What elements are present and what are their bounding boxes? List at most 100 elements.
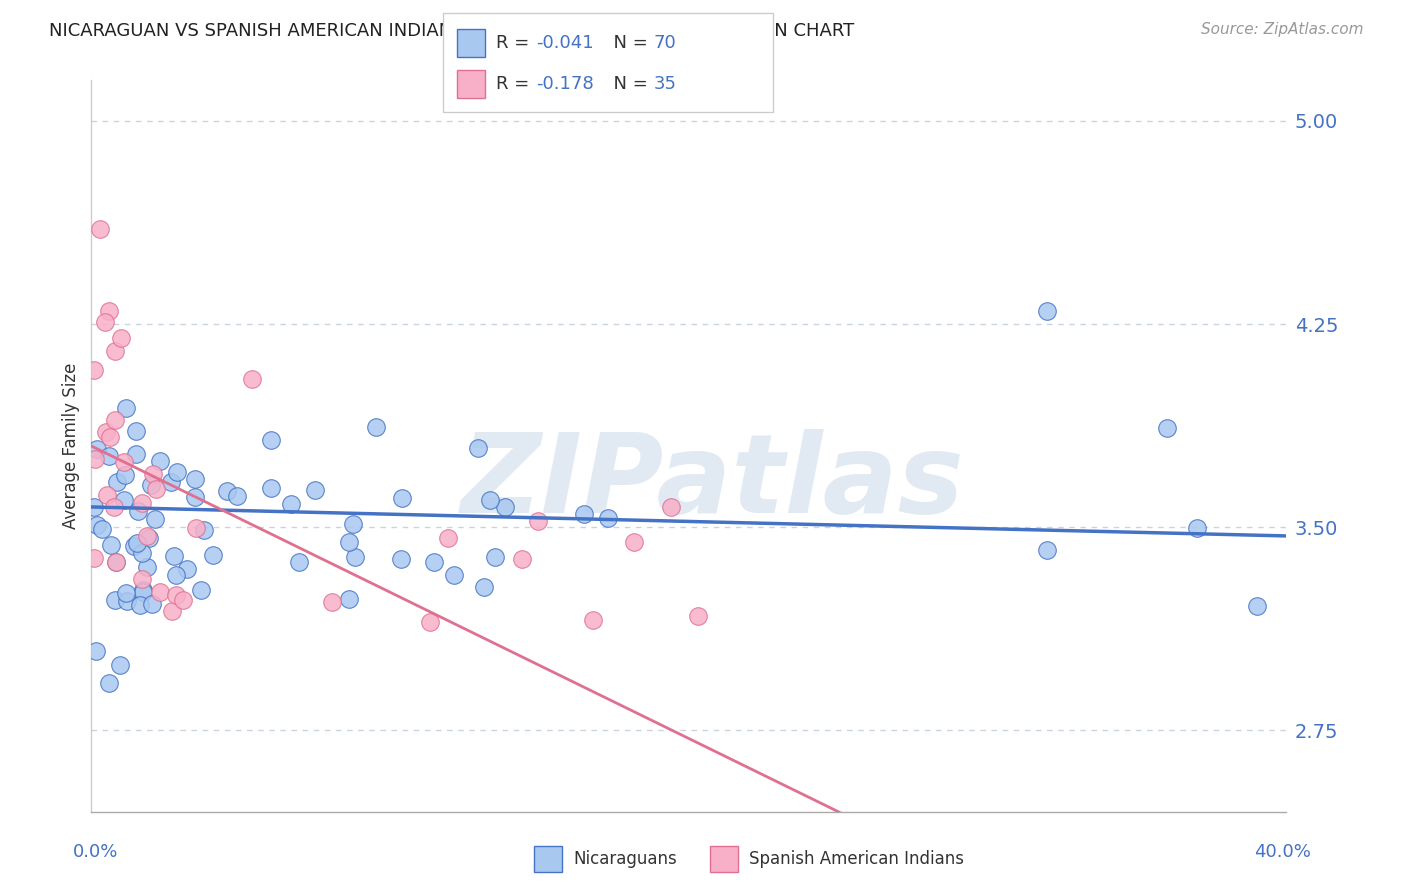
Point xyxy=(115,594,138,608)
Point xyxy=(127,536,149,550)
Point xyxy=(437,532,460,546)
Point xyxy=(83,500,105,514)
Text: R =: R = xyxy=(496,75,536,93)
Text: -0.041: -0.041 xyxy=(536,34,593,52)
Point xyxy=(138,531,160,545)
Point xyxy=(125,447,148,461)
Point xyxy=(135,559,157,574)
Text: N =: N = xyxy=(602,75,654,93)
Point xyxy=(582,614,605,628)
Point xyxy=(574,508,596,522)
Point xyxy=(132,584,155,599)
Text: 0.0%: 0.0% xyxy=(73,843,118,861)
Point xyxy=(96,425,118,440)
Point xyxy=(98,303,121,318)
Text: -0.178: -0.178 xyxy=(536,75,593,93)
Point xyxy=(190,582,212,597)
Point xyxy=(103,500,125,514)
Point xyxy=(142,467,165,481)
Text: ZIPatlas: ZIPatlas xyxy=(461,429,965,536)
Point xyxy=(97,449,120,463)
Point xyxy=(259,433,281,447)
Point xyxy=(165,588,187,602)
Point xyxy=(423,555,446,569)
Point xyxy=(288,555,311,569)
Text: 70: 70 xyxy=(654,34,676,52)
Point xyxy=(339,535,361,549)
Point xyxy=(149,454,172,468)
Point xyxy=(131,572,153,586)
Y-axis label: Average Family Size: Average Family Size xyxy=(62,363,80,529)
Point xyxy=(1036,303,1059,318)
Point xyxy=(96,488,118,502)
Point xyxy=(419,615,441,629)
Point xyxy=(91,522,114,536)
Point xyxy=(131,496,153,510)
Point xyxy=(176,562,198,576)
Text: Spanish American Indians: Spanish American Indians xyxy=(749,850,965,868)
Point xyxy=(112,492,135,507)
Point xyxy=(172,592,194,607)
Point xyxy=(98,675,121,690)
Point xyxy=(163,549,186,563)
Point xyxy=(389,552,412,566)
Point xyxy=(184,490,207,504)
Text: 35: 35 xyxy=(654,75,676,93)
Point xyxy=(596,511,619,525)
Point xyxy=(105,555,128,569)
Point xyxy=(104,344,127,359)
Point xyxy=(343,550,366,565)
Point xyxy=(141,598,163,612)
Point xyxy=(184,472,207,486)
Point xyxy=(124,539,146,553)
Point xyxy=(131,546,153,560)
Text: N =: N = xyxy=(602,34,654,52)
Text: R =: R = xyxy=(496,34,536,52)
Point xyxy=(86,442,108,456)
Point xyxy=(337,592,360,607)
Point xyxy=(166,465,188,479)
Point xyxy=(484,549,506,564)
Point xyxy=(366,420,388,434)
Point xyxy=(391,491,413,506)
Point xyxy=(527,514,550,528)
Point xyxy=(443,567,465,582)
Point xyxy=(184,521,207,535)
Point xyxy=(100,537,122,551)
Point xyxy=(108,658,131,673)
Point xyxy=(510,552,533,566)
Point xyxy=(479,493,502,508)
Point xyxy=(1036,542,1059,557)
Point xyxy=(105,475,128,489)
Text: 40.0%: 40.0% xyxy=(1254,843,1310,861)
Point xyxy=(193,523,215,537)
Point xyxy=(1156,420,1178,434)
Point xyxy=(128,503,150,517)
Point xyxy=(149,585,172,599)
Point xyxy=(83,362,105,376)
Point xyxy=(260,481,283,495)
Point xyxy=(240,371,263,385)
Point xyxy=(110,331,132,345)
Point xyxy=(115,585,138,599)
Point xyxy=(83,550,105,565)
Point xyxy=(160,603,183,617)
Point xyxy=(1246,599,1268,614)
Point xyxy=(112,454,135,468)
Point xyxy=(132,583,155,598)
Point xyxy=(128,599,150,613)
Point xyxy=(280,497,302,511)
Text: Nicaraguans: Nicaraguans xyxy=(574,850,678,868)
Point xyxy=(89,222,111,236)
Point xyxy=(139,478,162,492)
Point xyxy=(160,475,183,489)
Point xyxy=(342,517,364,532)
Point xyxy=(304,483,326,497)
Point xyxy=(623,535,645,549)
Point xyxy=(145,482,167,496)
Point xyxy=(114,468,136,483)
Point xyxy=(494,500,516,514)
Point xyxy=(165,567,187,582)
Point xyxy=(217,483,239,498)
Point xyxy=(226,489,249,503)
